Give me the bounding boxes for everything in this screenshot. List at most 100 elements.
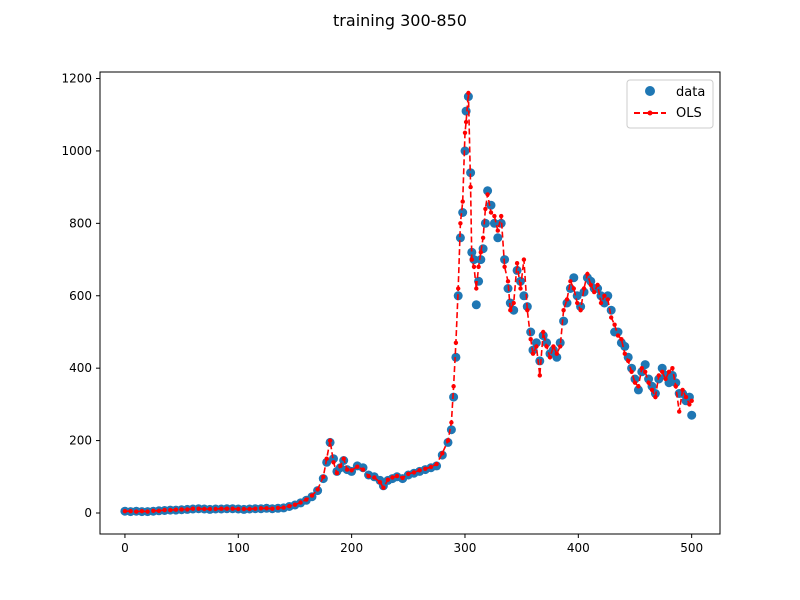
chart-title: training 300-850 — [333, 11, 467, 30]
ols-point — [331, 460, 336, 465]
ols-point — [525, 308, 530, 313]
ols-point — [219, 506, 224, 511]
ols-point — [292, 502, 298, 507]
ols-point — [530, 351, 536, 356]
ols-point — [309, 493, 315, 498]
ols-point — [592, 289, 597, 295]
ols-series — [122, 90, 694, 514]
ols-point — [680, 387, 685, 393]
data-point — [493, 233, 503, 243]
ols-point — [247, 506, 252, 512]
ols-point — [468, 184, 473, 190]
data-point — [606, 305, 616, 315]
ols-point — [568, 279, 573, 284]
ols-point — [202, 506, 207, 512]
ols-point — [476, 264, 481, 269]
ols-point — [551, 344, 556, 349]
y-axis-ticks: 0 200 400 600 800 1000 1200 — [61, 72, 100, 520]
ols-point — [462, 130, 468, 135]
ols-point — [663, 376, 668, 382]
legend-ols-label: OLS — [676, 106, 702, 121]
ols-point — [185, 507, 190, 512]
ols-point — [554, 351, 559, 356]
data-point — [467, 247, 477, 257]
y-tick-label: 600 — [69, 289, 92, 303]
ols-point — [639, 366, 644, 371]
ols-point — [236, 506, 241, 512]
ols-point — [508, 308, 513, 313]
ols-point — [423, 466, 428, 471]
ols-point — [561, 308, 566, 313]
ols-point — [575, 300, 580, 306]
ols-point — [458, 221, 463, 226]
ols-point — [660, 369, 665, 374]
ols-point — [453, 340, 459, 345]
ols-point — [394, 473, 400, 479]
ols-point — [377, 480, 383, 485]
ols-point — [683, 394, 689, 400]
ols-point — [315, 487, 320, 492]
ols-point — [615, 333, 621, 338]
ols-point — [547, 355, 553, 360]
data-point — [471, 300, 481, 310]
data-point — [657, 363, 667, 373]
ols-point — [605, 297, 610, 302]
x-tick-label: 400 — [567, 541, 590, 555]
data-point — [480, 218, 490, 228]
ols-point — [492, 213, 497, 219]
x-tick-label: 200 — [340, 541, 363, 555]
ols-point — [451, 384, 456, 389]
ols-point — [128, 509, 133, 514]
ols-point — [534, 344, 539, 349]
legend: data OLS — [626, 79, 714, 129]
data-point — [466, 168, 476, 178]
ols-point — [602, 293, 607, 298]
ols-point — [505, 279, 511, 284]
ols-point — [270, 506, 275, 511]
legend-data-label: data — [676, 85, 705, 100]
data-point — [552, 352, 562, 362]
x-tick-label: 300 — [454, 541, 477, 555]
ols-point — [385, 477, 391, 482]
ols-point — [366, 473, 371, 479]
ols-point — [139, 509, 145, 514]
data-point — [603, 291, 613, 301]
y-tick-label: 800 — [69, 216, 92, 230]
data-point — [329, 454, 338, 464]
ols-point — [609, 315, 614, 320]
ols-point — [134, 509, 139, 514]
y-tick-label: 0 — [84, 506, 92, 520]
ols-point — [456, 286, 461, 291]
ols-point — [390, 475, 395, 480]
ols-point — [434, 461, 439, 467]
y-tick-label: 1000 — [61, 144, 92, 158]
data-point — [483, 186, 493, 196]
ols-point — [406, 471, 411, 477]
data-point — [516, 276, 525, 286]
ols-point — [478, 250, 483, 255]
ols-point — [619, 337, 624, 342]
ols-point — [241, 506, 247, 512]
ols-point — [469, 257, 474, 262]
ols-point — [258, 506, 264, 511]
ols-point — [537, 373, 542, 378]
ols-point — [281, 505, 286, 510]
ols-point — [327, 438, 333, 443]
ols-point — [275, 505, 281, 511]
ols-point — [673, 384, 678, 389]
ols-point — [224, 506, 230, 511]
ols-point — [518, 286, 523, 291]
ols-point — [636, 384, 641, 389]
x-tick-label: 100 — [227, 541, 250, 555]
ols-point — [400, 475, 405, 481]
ols-point — [514, 261, 520, 266]
ols-point — [626, 358, 631, 364]
ols-point — [595, 282, 600, 288]
ols-point — [521, 257, 527, 262]
ols-point — [341, 456, 346, 461]
ols-point — [207, 506, 213, 512]
ols-point — [558, 344, 563, 349]
ols-point — [338, 463, 343, 469]
data-point — [542, 338, 552, 348]
data-point — [531, 338, 541, 348]
